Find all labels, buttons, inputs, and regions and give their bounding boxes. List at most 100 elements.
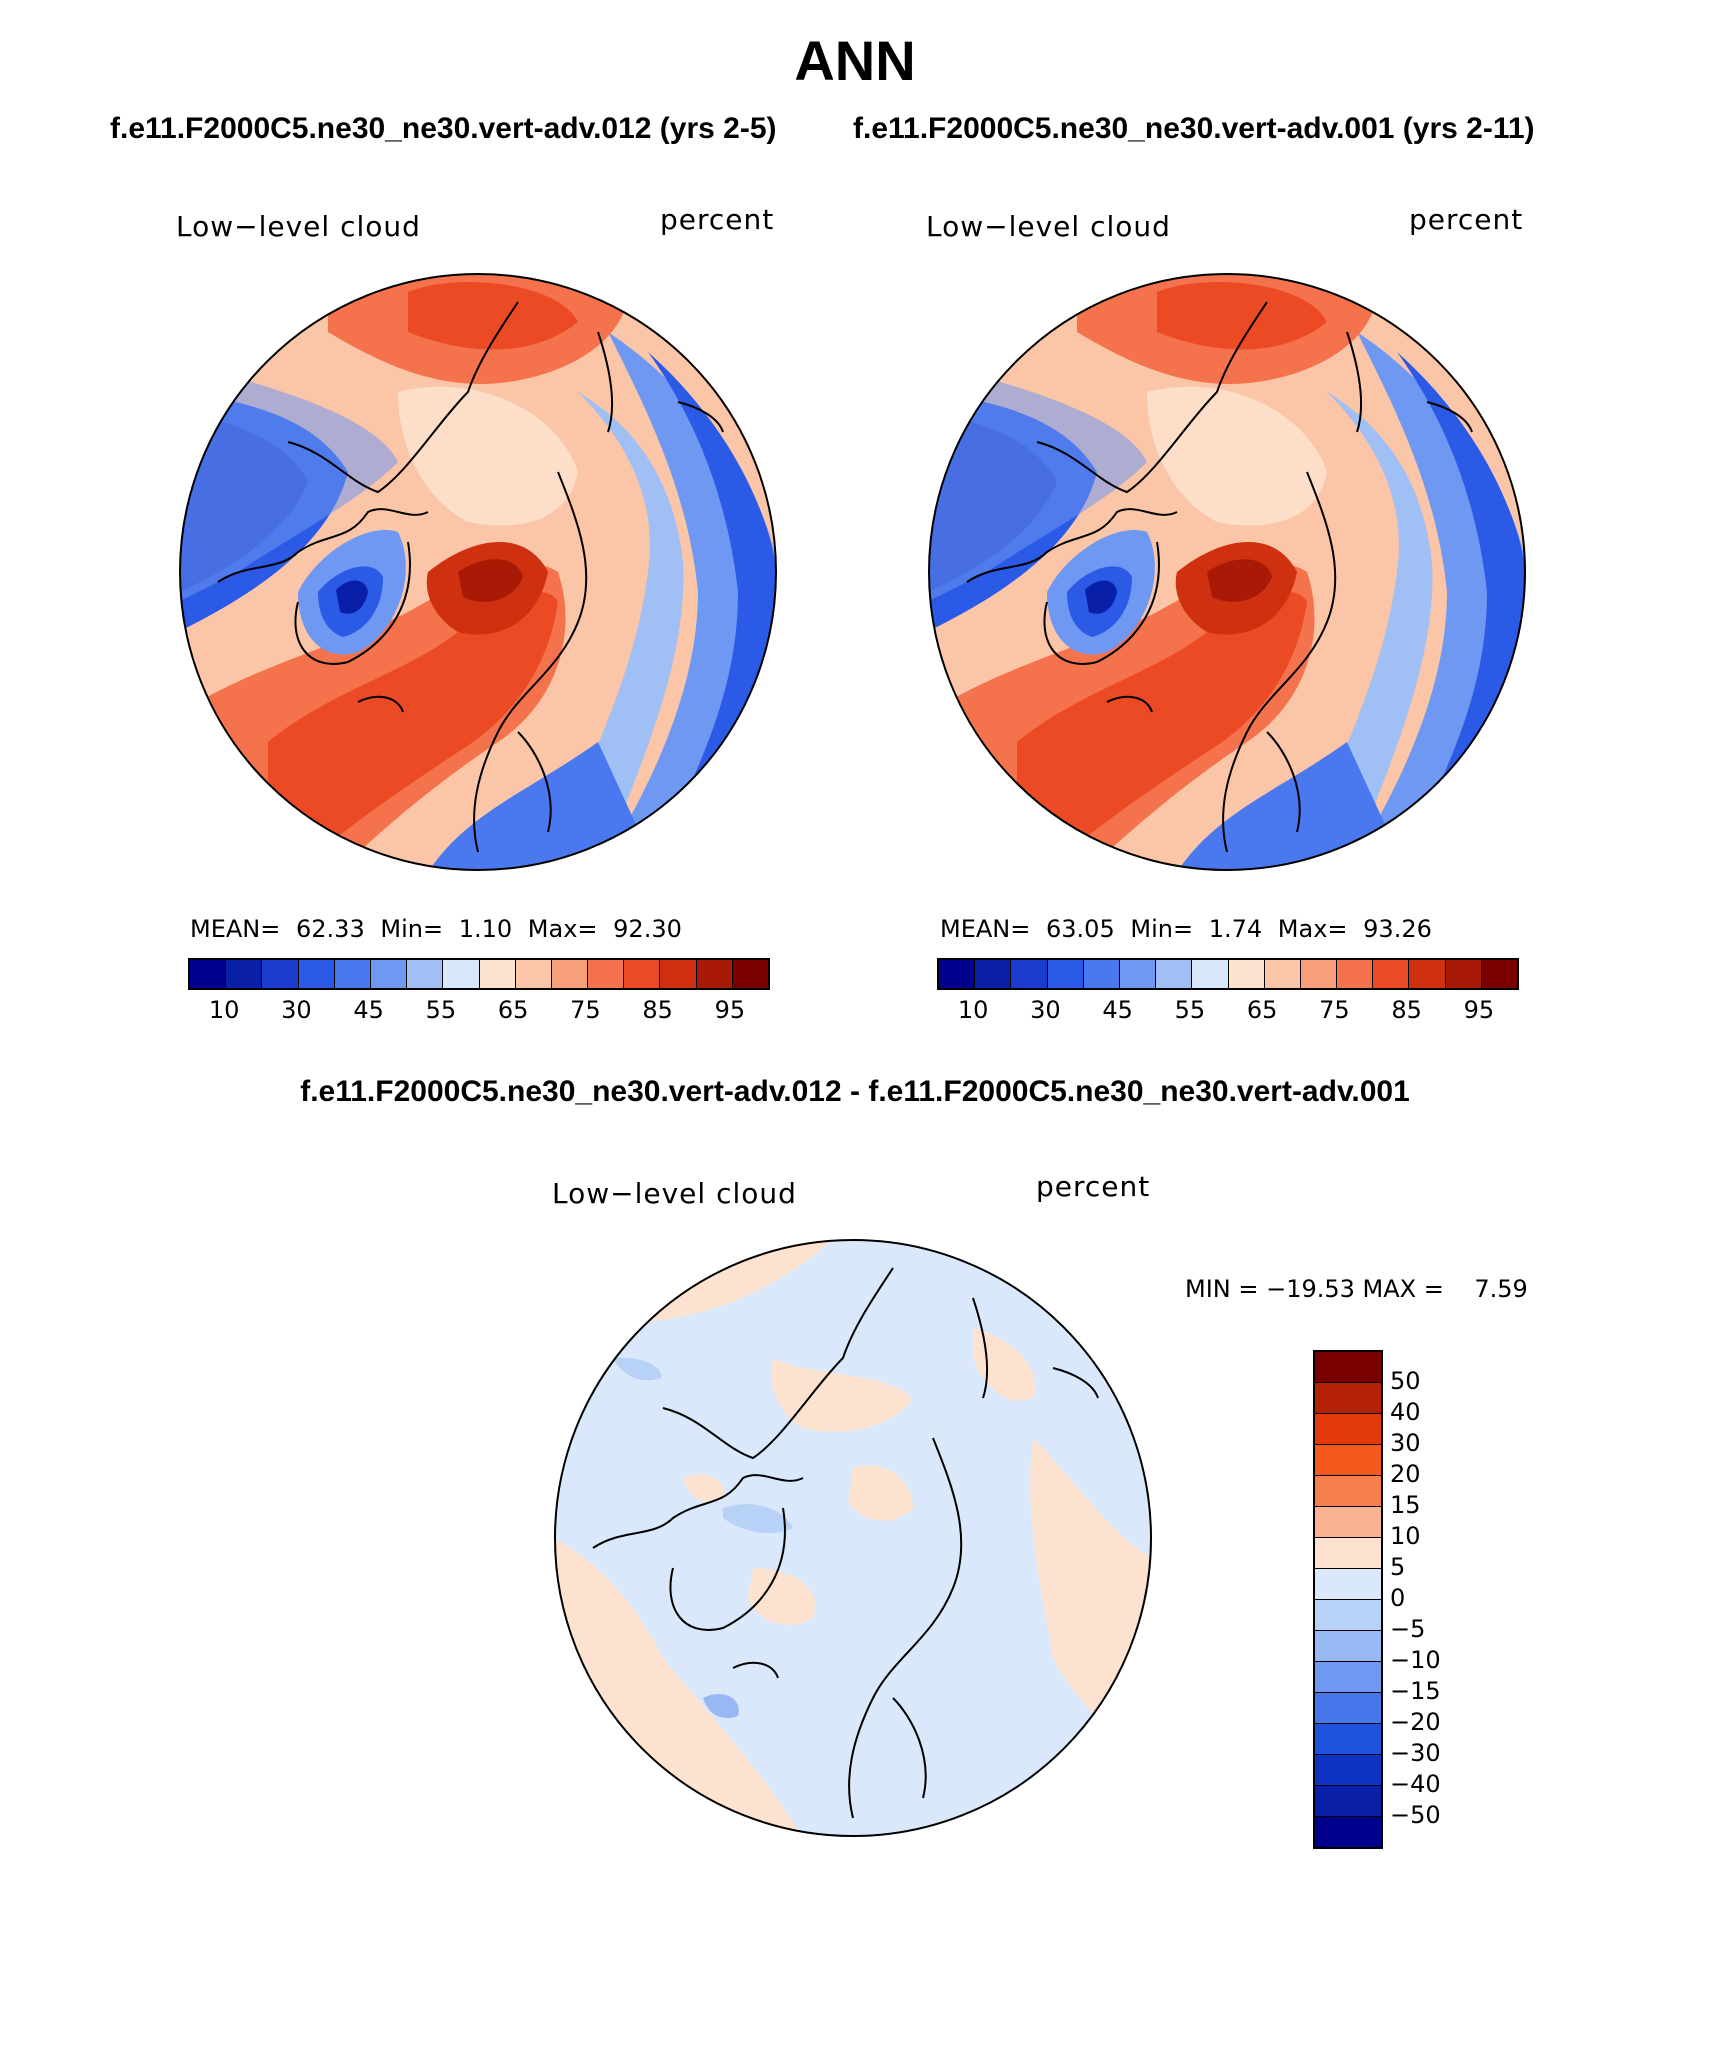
colorbar-tick-label: 65 — [1246, 996, 1278, 1024]
colorbar-swatch — [1315, 1662, 1381, 1693]
colorbar-swatch — [1083, 960, 1120, 988]
colorbar-swatch — [1192, 960, 1229, 988]
left-max-label: Max= — [527, 915, 598, 943]
left-mean-label: MEAN= — [190, 915, 281, 943]
left-mean-value: 62.33 — [296, 915, 365, 943]
left-max-value: 92.30 — [613, 915, 682, 943]
colorbar-tick-label: 85 — [642, 996, 673, 1024]
left-stats: MEAN= 62.33 Min= 1.10 Max= 92.30 — [190, 915, 690, 943]
right-mean-label: MEAN= — [940, 915, 1031, 943]
colorbar-swatch — [696, 960, 733, 988]
colorbar-tick-label: 5 — [1390, 1553, 1406, 1581]
diff-polar-map — [554, 1239, 1152, 1837]
colorbar-tick-label: 10 — [1390, 1522, 1421, 1550]
colorbar-tick-label: 15 — [1390, 1491, 1421, 1519]
colorbar-swatch — [298, 960, 335, 988]
colorbar-swatch — [1119, 960, 1157, 988]
colorbar-swatch — [1315, 1600, 1381, 1631]
right-min-value: 1.74 — [1208, 915, 1263, 943]
colorbar-swatch — [1315, 1538, 1381, 1569]
colorbar-swatch — [939, 960, 976, 988]
colorbar-swatch — [551, 960, 589, 988]
left-colorbar-labels: 10 30 45 55 65 75 85 95 — [188, 996, 766, 1026]
colorbar-tick-label: −50 — [1390, 1801, 1441, 1829]
right-variable-label: Low−level cloud — [926, 210, 1171, 243]
colorbar-swatch — [226, 960, 263, 988]
diff-title: f.e11.F2000C5.ne30_ne30.vert-adv.012 - f… — [300, 1075, 1410, 1108]
colorbar-tick-label: −5 — [1390, 1615, 1426, 1643]
colorbar-swatch — [334, 960, 371, 988]
colorbar-tick-label: 0 — [1390, 1584, 1406, 1612]
colorbar-swatch — [1315, 1352, 1381, 1383]
colorbar-tick-label: 30 — [281, 996, 312, 1024]
right-mean-value: 63.05 — [1046, 915, 1115, 943]
colorbar-swatch — [1228, 960, 1265, 988]
colorbar-swatch — [624, 960, 661, 988]
right-max-value: 93.26 — [1363, 915, 1432, 943]
colorbar-tick-label: 20 — [1390, 1460, 1421, 1488]
right-stats: MEAN= 63.05 Min= 1.74 Max= 93.26 — [940, 915, 1440, 943]
right-min-label: Min= — [1130, 915, 1194, 943]
colorbar-swatch — [1409, 960, 1446, 988]
colorbar-swatch — [1315, 1476, 1381, 1507]
left-units-label: percent — [660, 203, 775, 236]
colorbar-swatch — [407, 960, 444, 988]
colorbar-swatch — [1300, 960, 1338, 988]
colorbar-swatch — [443, 960, 480, 988]
right-polar-map — [928, 273, 1526, 871]
colorbar-swatch — [1315, 1383, 1381, 1414]
colorbar-tick-label: 50 — [1390, 1367, 1421, 1395]
colorbar-swatch — [1315, 1445, 1381, 1476]
colorbar-tick-label: 95 — [1463, 996, 1495, 1024]
colorbar-swatch — [1445, 960, 1482, 988]
colorbar-swatch — [588, 960, 625, 988]
colorbar-swatch — [479, 960, 516, 988]
right-colorbar — [937, 958, 1519, 990]
colorbar-tick-label: 10 — [957, 996, 989, 1024]
left-case-title: f.e11.F2000C5.ne30_ne30.vert-adv.012 (yr… — [110, 112, 777, 145]
colorbar-swatch — [732, 960, 768, 988]
colorbar-tick-label: −10 — [1390, 1646, 1441, 1674]
colorbar-swatch — [1011, 960, 1048, 988]
left-min-label: Min= — [380, 915, 444, 943]
colorbar-swatch — [1315, 1414, 1381, 1445]
colorbar-swatch — [1315, 1569, 1381, 1600]
colorbar-swatch — [1373, 960, 1410, 988]
colorbar-tick-label: −30 — [1390, 1739, 1441, 1767]
colorbar-swatch — [190, 960, 227, 988]
colorbar-swatch — [370, 960, 408, 988]
colorbar-swatch — [1337, 960, 1374, 988]
page-title: ANN — [794, 29, 916, 92]
colorbar-tick-label: 55 — [425, 996, 457, 1024]
colorbar-swatch — [262, 960, 299, 988]
colorbar-tick-label: 65 — [497, 996, 529, 1024]
colorbar-swatch — [660, 960, 697, 988]
colorbar-swatch — [1264, 960, 1301, 988]
colorbar-tick-label: −20 — [1390, 1708, 1441, 1736]
right-colorbar-labels: 10 30 45 55 65 75 85 95 — [937, 996, 1515, 1026]
colorbar-tick-label: 95 — [714, 996, 746, 1024]
colorbar-tick-label: 45 — [353, 996, 384, 1024]
colorbar-swatch — [1315, 1631, 1381, 1662]
left-min-value: 1.10 — [458, 915, 513, 943]
right-units-label: percent — [1409, 203, 1524, 236]
left-polar-map — [179, 273, 777, 871]
diff-minmax: MIN = −19.53 MAX = 7.59 — [1185, 1275, 1528, 1303]
colorbar-swatch — [1156, 960, 1193, 988]
colorbar-swatch — [1315, 1786, 1381, 1817]
colorbar-tick-label: −15 — [1390, 1677, 1441, 1705]
colorbar-tick-label: 10 — [208, 996, 240, 1024]
colorbar-swatch — [1481, 960, 1517, 988]
diff-units-label: percent — [1036, 1170, 1151, 1203]
colorbar-tick-label: 55 — [1174, 996, 1206, 1024]
colorbar-swatch — [1315, 1755, 1381, 1786]
colorbar-swatch — [1315, 1817, 1381, 1847]
left-colorbar — [188, 958, 770, 990]
colorbar-tick-label: 30 — [1030, 996, 1061, 1024]
colorbar-tick-label: 45 — [1102, 996, 1133, 1024]
colorbar-swatch — [1315, 1507, 1381, 1538]
left-variable-label: Low−level cloud — [176, 210, 421, 243]
colorbar-tick-label: 40 — [1390, 1398, 1421, 1426]
colorbar-tick-label: 30 — [1390, 1429, 1421, 1457]
colorbar-swatch — [515, 960, 552, 988]
